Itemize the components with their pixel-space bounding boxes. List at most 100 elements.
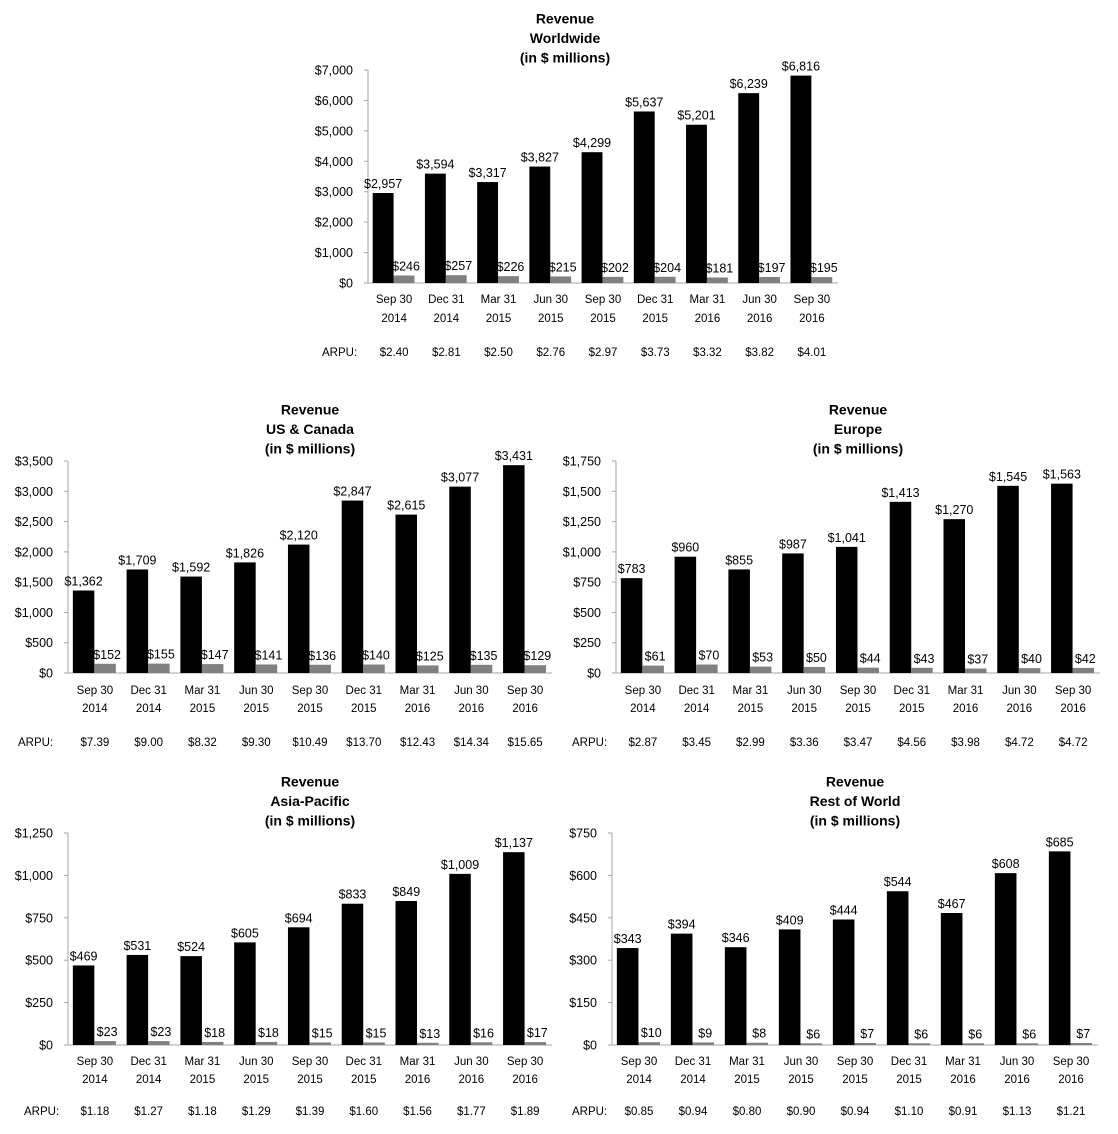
chart-2-arpu-value: $2.87 [628, 737, 657, 749]
chart-3-xtick-label: Dec 31 [346, 1056, 382, 1068]
chart-4-bar-revenue [940, 912, 963, 1045]
chart-4-ytick-label: $750 [569, 827, 597, 841]
chart-0-data-label-secondary: $195 [810, 261, 838, 275]
chart-0-ytick-label: $3,000 [315, 185, 353, 199]
chart-2-data-label-secondary: $40 [1021, 652, 1042, 666]
chart-2-data-label-secondary: $50 [806, 651, 827, 665]
chart-3-data-label: $531 [123, 939, 151, 953]
chart-1-bar-revenue [503, 465, 525, 673]
chart-3-data-label-secondary: $23 [150, 1025, 171, 1039]
chart-2-xtick-label: 2016 [1007, 703, 1033, 715]
chart-0-ytick-label: $2,000 [315, 216, 353, 230]
chart-2-data-label-secondary: $42 [1075, 652, 1096, 666]
chart-0-arpu-value: $3.73 [641, 347, 670, 359]
chart-3-bar-revenue [72, 965, 95, 1045]
chart-4-arpu-label: ARPU: [572, 1106, 607, 1118]
chart-1-data-label-secondary: $135 [470, 649, 498, 663]
chart-3-data-label-secondary: $15 [312, 1026, 333, 1040]
chart-4-xtick-label: Sep 30 [837, 1056, 873, 1068]
chart-4-arpu-value: $0.85 [625, 1106, 654, 1118]
chart-4-data-label: $608 [992, 857, 1020, 871]
chart-1-bar-secondary [363, 664, 385, 673]
chart-4-xtick-label: 2014 [626, 1074, 652, 1086]
chart-0-bar-revenue [477, 182, 499, 283]
chart-3-arpu-value: $1.27 [134, 1106, 163, 1118]
chart-0-data-label-secondary: $215 [549, 260, 577, 274]
chart-3-bar-revenue [503, 852, 525, 1045]
chart-4-data-label-secondary: $6 [1022, 1027, 1036, 1041]
chart-1-bar-revenue [395, 514, 418, 673]
chart-3-data-label: $469 [70, 949, 98, 963]
chart-4-data-label-secondary: $7 [1076, 1027, 1090, 1041]
chart-3-data-label-secondary: $18 [258, 1026, 279, 1040]
chart-4-arpu-value: $0.94 [841, 1106, 870, 1118]
chart-2-ytick-label: $500 [573, 606, 601, 620]
chart-0-xtick-label: Dec 31 [428, 294, 464, 306]
chart-2-data-label: $1,270 [935, 503, 973, 517]
chart-4-data-label: $444 [830, 903, 858, 917]
chart-3-data-label: $849 [392, 885, 420, 899]
chart-1-bar-revenue [287, 544, 310, 673]
chart-3-arpu-value: $1.89 [511, 1106, 540, 1118]
chart-0-arpu-label: ARPU: [322, 347, 357, 359]
chart-1-bar-secondary [417, 665, 439, 673]
chart-1-data-label-secondary: $125 [416, 649, 444, 663]
chart-2-arpu-value: $4.56 [897, 737, 926, 749]
chart-2-ytick-label: $1,500 [563, 485, 601, 499]
chart-2-ytick-label: $1,000 [563, 545, 601, 559]
chart-3-xtick-label: Sep 30 [77, 1056, 113, 1068]
chart-1-ytick-label: $500 [25, 636, 53, 650]
chart-2-bar-secondary [696, 664, 718, 673]
chart-0-xtick-label: Dec 31 [637, 294, 673, 306]
chart-3-data-label-secondary: $18 [204, 1026, 225, 1040]
chart-2-bar-revenue [1051, 483, 1073, 673]
chart-4-arpu-value: $1.13 [1003, 1106, 1032, 1118]
chart-4-xtick-label: 2015 [788, 1074, 814, 1086]
chart-3-title-line-0: Revenue [281, 773, 340, 789]
chart-0-arpu-value: $2.81 [432, 347, 461, 359]
chart-2-ytick-label: $250 [573, 636, 601, 650]
chart-0-data-label: $3,827 [521, 151, 559, 165]
chart-4-data-label: $409 [776, 913, 804, 927]
chart-0-bar-revenue [686, 124, 707, 283]
chart-0-bar-secondary [706, 277, 728, 283]
chart-4-arpu-value: $0.80 [733, 1106, 762, 1118]
chart-1-xtick-label: Sep 30 [292, 685, 328, 697]
chart-3-data-label: $524 [177, 940, 205, 954]
chart-1-xtick-label: 2015 [243, 703, 269, 715]
chart-4-bar-revenue [994, 873, 1017, 1045]
chart-1-arpu-value: $15.65 [508, 737, 543, 749]
chart-2-xtick-label: 2014 [684, 703, 710, 715]
chart-3-bar-secondary [255, 1041, 278, 1045]
chart-2-title-line-2: (in $ millions) [813, 440, 903, 456]
chart-0-bar-revenue [738, 93, 760, 283]
chart-0-ytick-label: $6,000 [315, 94, 353, 108]
chart-0-xtick-label: 2015 [538, 313, 564, 325]
chart-0-data-label: $2,957 [364, 177, 402, 191]
chart-3-xtick-label: Jun 30 [239, 1056, 274, 1068]
chart-1-bar-secondary [201, 664, 224, 673]
chart-2-xtick-label: Sep 30 [1055, 685, 1091, 697]
chart-1-bar-revenue [72, 590, 95, 673]
chart-4-xtick-label: Mar 31 [945, 1056, 981, 1068]
chart-4-xtick-label: Jun 30 [784, 1056, 819, 1068]
chart-1-xtick-label: 2014 [82, 703, 108, 715]
chart-1-data-label-secondary: $129 [523, 649, 551, 663]
chart-0-ytick-label: $4,000 [315, 155, 353, 169]
chart-3-data-label: $694 [285, 911, 313, 925]
chart-1-bar-secondary [94, 663, 116, 673]
chart-3-bar-revenue [126, 954, 149, 1045]
chart-2-data-label: $1,413 [881, 486, 919, 500]
chart-0-data-label-secondary: $226 [497, 260, 525, 274]
chart-1-xtick-label: 2015 [297, 703, 323, 715]
chart-1-bar-secondary [309, 664, 331, 673]
chart-4-arpu-value: $1.21 [1057, 1106, 1086, 1118]
chart-4-xtick-label: 2016 [1004, 1074, 1030, 1086]
chart-4-data-label-secondary: $9 [698, 1026, 712, 1040]
chart-3-bar-secondary [94, 1041, 116, 1045]
chart-2-bar-secondary [911, 667, 933, 673]
chart-0-xtick-label: 2016 [747, 313, 773, 325]
chart-2-data-label-secondary: $43 [914, 652, 935, 666]
chart-1-ytick-label: $1,000 [15, 606, 53, 620]
